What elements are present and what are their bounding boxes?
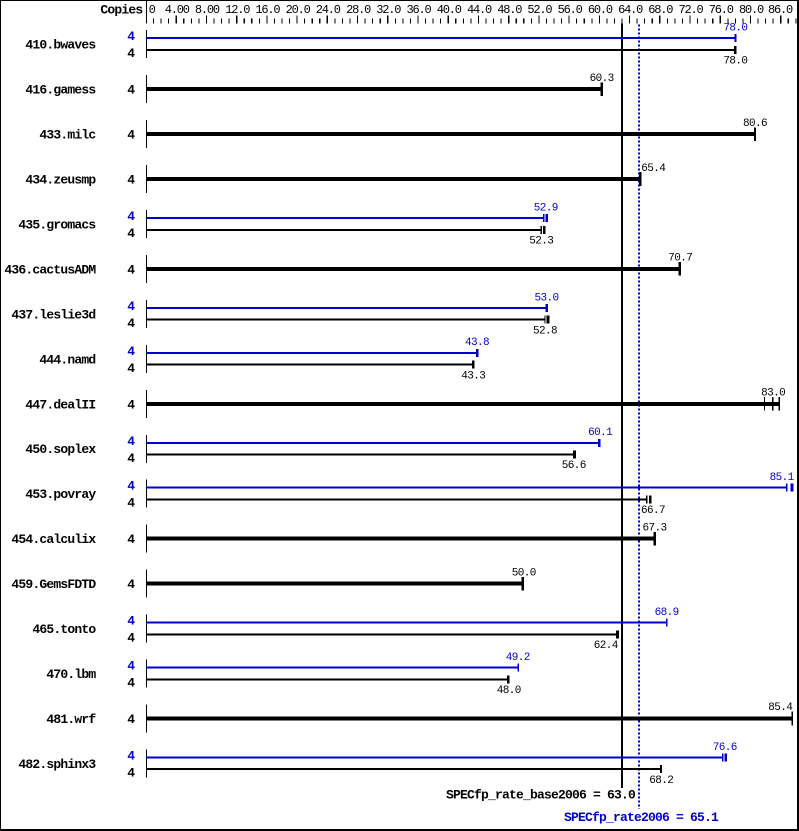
svg-text:62.4: 62.4 — [594, 640, 619, 652]
svg-text:4: 4 — [127, 209, 135, 224]
svg-text:65.4: 65.4 — [641, 163, 666, 175]
svg-text:78.0: 78.0 — [723, 56, 747, 68]
svg-text:56.6: 56.6 — [562, 460, 586, 472]
svg-text:482.sphinx3: 482.sphinx3 — [18, 757, 96, 772]
svg-text:453.povray: 453.povray — [25, 487, 96, 502]
svg-text:43.3: 43.3 — [461, 370, 485, 382]
svg-text:450.soplex: 450.soplex — [25, 442, 96, 457]
svg-text:52.0: 52.0 — [527, 3, 552, 17]
svg-text:4: 4 — [127, 676, 135, 691]
svg-text:410.bwaves: 410.bwaves — [25, 38, 96, 53]
svg-text:85.1: 85.1 — [770, 472, 795, 484]
svg-text:4: 4 — [127, 479, 135, 494]
svg-text:4: 4 — [127, 83, 135, 98]
svg-text:48.0: 48.0 — [497, 685, 521, 697]
svg-text:481.wrf: 481.wrf — [46, 712, 96, 727]
svg-text:4: 4 — [127, 397, 135, 412]
svg-text:86.0: 86.0 — [768, 3, 793, 17]
svg-text:SPECfp_rate2006 = 65.1: SPECfp_rate2006 = 65.1 — [564, 810, 719, 825]
svg-text:4: 4 — [127, 631, 135, 646]
svg-text:66.7: 66.7 — [641, 505, 665, 517]
svg-text:52.3: 52.3 — [529, 235, 553, 247]
svg-text:4: 4 — [127, 46, 135, 61]
svg-text:60.3: 60.3 — [590, 73, 614, 85]
svg-text:4: 4 — [127, 434, 135, 449]
svg-text:SPECfp_rate_base2006 = 63.0: SPECfp_rate_base2006 = 63.0 — [446, 787, 636, 802]
svg-text:76.6: 76.6 — [713, 742, 737, 754]
svg-text:68.0: 68.0 — [648, 3, 673, 17]
svg-text:70.7: 70.7 — [668, 253, 692, 265]
svg-text:78.0: 78.0 — [723, 23, 747, 35]
svg-text:44.0: 44.0 — [467, 3, 492, 17]
svg-text:4.00: 4.00 — [165, 3, 190, 17]
svg-text:56.0: 56.0 — [558, 3, 583, 17]
svg-text:40.0: 40.0 — [437, 3, 462, 17]
svg-text:470.lbm: 470.lbm — [46, 667, 96, 682]
svg-text:4: 4 — [127, 577, 135, 592]
svg-text:52.8: 52.8 — [533, 325, 557, 337]
svg-text:4: 4 — [127, 316, 135, 331]
svg-text:436.cactusADM: 436.cactusADM — [4, 262, 96, 277]
svg-text:4: 4 — [127, 173, 135, 188]
svg-text:80.0: 80.0 — [739, 3, 764, 17]
svg-text:4: 4 — [127, 614, 135, 629]
svg-text:447.dealII: 447.dealII — [25, 397, 95, 412]
svg-text:60.0: 60.0 — [588, 3, 613, 17]
svg-text:454.calculix: 454.calculix — [11, 532, 96, 547]
svg-text:4: 4 — [127, 451, 135, 466]
svg-text:4: 4 — [127, 299, 135, 314]
svg-text:465.tonto: 465.tonto — [32, 622, 96, 637]
svg-text:52.9: 52.9 — [534, 202, 558, 214]
svg-text:53.0: 53.0 — [534, 292, 558, 304]
svg-text:16.0: 16.0 — [255, 3, 280, 17]
svg-text:459.GemsFDTD: 459.GemsFDTD — [11, 577, 96, 592]
svg-text:4: 4 — [127, 262, 135, 277]
svg-text:24.0: 24.0 — [316, 3, 341, 17]
svg-text:4: 4 — [127, 344, 135, 359]
svg-text:Copies: Copies — [100, 3, 143, 18]
svg-text:4: 4 — [127, 765, 135, 780]
svg-text:67.3: 67.3 — [642, 522, 666, 534]
svg-text:4: 4 — [127, 532, 135, 547]
svg-text:85.4: 85.4 — [768, 702, 793, 714]
svg-text:433.milc: 433.milc — [39, 128, 96, 143]
svg-text:72.0: 72.0 — [678, 3, 703, 17]
svg-text:4: 4 — [127, 659, 135, 674]
svg-text:4: 4 — [127, 748, 135, 763]
svg-text:444.namd: 444.namd — [39, 352, 95, 367]
svg-text:32.0: 32.0 — [376, 3, 401, 17]
svg-text:50.0: 50.0 — [512, 567, 536, 579]
svg-text:68.9: 68.9 — [655, 607, 679, 619]
svg-text:4: 4 — [127, 712, 135, 727]
svg-text:20.0: 20.0 — [286, 3, 311, 17]
svg-text:434.zeusmp: 434.zeusmp — [25, 173, 96, 188]
svg-text:60.1: 60.1 — [588, 427, 613, 439]
svg-text:49.2: 49.2 — [506, 652, 530, 664]
svg-text:437.leslie3d: 437.leslie3d — [11, 307, 95, 322]
svg-text:4: 4 — [127, 226, 135, 241]
svg-text:43.8: 43.8 — [465, 337, 489, 349]
svg-text:36.0: 36.0 — [406, 3, 431, 17]
svg-text:83.0: 83.0 — [761, 388, 785, 400]
svg-text:0: 0 — [149, 3, 156, 17]
svg-text:416.gamess: 416.gamess — [25, 83, 96, 98]
svg-text:8.00: 8.00 — [195, 3, 220, 17]
svg-text:4: 4 — [127, 128, 135, 143]
svg-text:435.gromacs: 435.gromacs — [18, 218, 96, 233]
svg-text:80.6: 80.6 — [743, 118, 767, 130]
svg-text:4: 4 — [127, 361, 135, 376]
svg-text:4: 4 — [127, 29, 135, 44]
svg-text:48.0: 48.0 — [497, 3, 522, 17]
svg-text:64.0: 64.0 — [618, 3, 643, 17]
svg-text:76.0: 76.0 — [709, 3, 734, 17]
svg-text:28.0: 28.0 — [346, 3, 371, 17]
svg-text:4: 4 — [127, 496, 135, 511]
svg-text:68.2: 68.2 — [649, 775, 673, 787]
svg-text:12.0: 12.0 — [225, 3, 250, 17]
